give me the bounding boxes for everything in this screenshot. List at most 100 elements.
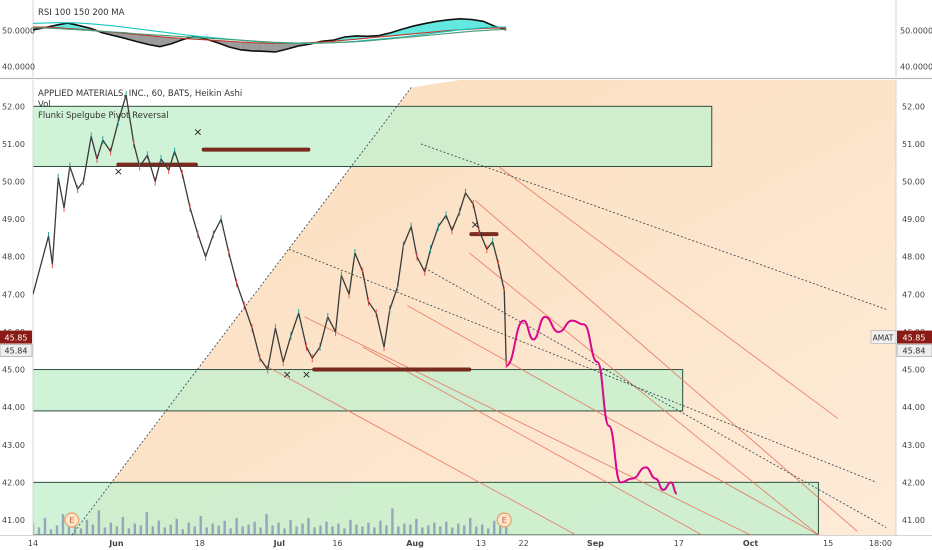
volume-bar — [217, 525, 220, 535]
price-segment — [451, 211, 461, 231]
volume-bar — [307, 517, 310, 535]
pitchfork-line — [498, 166, 839, 419]
price-segment — [197, 233, 207, 257]
price-segment — [424, 249, 432, 272]
price-segment — [491, 241, 500, 265]
price-tick-left: 43.00 — [2, 441, 25, 450]
price-segment — [57, 177, 65, 208]
last-price-value-right-2: 45.84 — [903, 347, 926, 356]
volume-bar — [439, 526, 442, 535]
volume-bar — [103, 527, 107, 535]
volume-bar — [355, 524, 358, 535]
volume-bar — [367, 522, 370, 535]
earnings-label: E — [69, 516, 74, 525]
rsi-series-line — [33, 27, 507, 44]
pitchfork-line — [304, 316, 751, 535]
price-segment — [102, 139, 112, 152]
volume-bar — [33, 523, 35, 535]
price-tick-right: 51.00 — [902, 140, 925, 149]
rsi-band-segment — [436, 19, 449, 32]
volume-bar — [295, 526, 298, 535]
volume-bar — [169, 524, 172, 535]
rsi-band-segment — [240, 42, 253, 51]
support-resistance-zone — [33, 481, 819, 535]
price-tick-right: 49.00 — [902, 215, 925, 224]
price-segment — [464, 192, 474, 205]
volume-bar — [325, 521, 328, 535]
volume-bar — [253, 521, 256, 535]
price-segment — [396, 245, 405, 287]
price-segment — [362, 271, 370, 302]
price-segment — [274, 328, 284, 363]
volume-bar — [504, 523, 508, 535]
price-segment — [340, 275, 350, 295]
volume-bar — [61, 514, 65, 535]
price-segment — [236, 282, 246, 306]
volume-bar — [163, 527, 166, 535]
rsi-band-segment — [67, 23, 80, 30]
volume-bar — [157, 520, 160, 535]
price-segment — [459, 192, 467, 212]
volume-bar — [481, 524, 484, 535]
volume-bar — [457, 523, 460, 535]
volume-bar — [313, 527, 316, 535]
rsi-y-tick-right: 40.0000 — [900, 62, 932, 71]
price-segment — [410, 226, 418, 257]
price-segment — [367, 301, 377, 314]
volume-bar — [205, 527, 208, 535]
price-segment — [133, 143, 141, 167]
time-tick: Aug — [406, 539, 424, 548]
price-segment — [109, 121, 119, 152]
volume-bar — [127, 528, 131, 535]
price-segment — [429, 226, 439, 250]
price-segment — [354, 252, 364, 273]
price-tick-left: 41.00 — [2, 516, 25, 525]
rsi-band-segment — [402, 25, 414, 35]
pivot-marker: × — [114, 165, 123, 178]
price-tick-right: 44.00 — [902, 403, 925, 412]
price-segment — [117, 94, 127, 122]
volume-bar — [391, 508, 394, 535]
time-tick: 14 — [28, 539, 38, 548]
price-segment — [472, 203, 480, 231]
symbol-label: AMAT — [873, 334, 894, 343]
price-segment — [77, 181, 84, 190]
rsi-band-segment — [148, 35, 160, 47]
price-segment — [334, 275, 342, 333]
time-tick: 17 — [674, 539, 684, 548]
price-tick-right: 52.00 — [902, 102, 925, 111]
volume-bar — [493, 520, 496, 535]
price-tick-left: 44.00 — [2, 403, 25, 412]
rsi-band-segment — [471, 19, 484, 30]
price-tick-left: 45.00 — [2, 366, 25, 375]
volume-bar — [211, 523, 214, 535]
price-segment — [220, 218, 230, 254]
rsi-series-line — [33, 17, 507, 53]
volume-bar — [361, 526, 364, 535]
rsi-band-segment — [425, 21, 437, 33]
price-segment — [267, 328, 277, 370]
price-tick-right: 43.00 — [902, 441, 925, 450]
volume-bar — [397, 526, 400, 535]
volume-bar — [109, 522, 113, 535]
rsi-band-segment — [263, 43, 276, 52]
price-segment — [228, 252, 238, 284]
time-tick: 22 — [519, 539, 529, 548]
time-tick: Jun — [108, 539, 124, 548]
volume-bar — [43, 517, 47, 535]
price-segment — [282, 335, 292, 363]
price-segment — [383, 309, 391, 348]
volume-bar — [469, 517, 472, 535]
time-tick: 18:00 — [869, 539, 892, 548]
price-segment — [437, 215, 447, 228]
pivot-marker: × — [282, 368, 291, 381]
volume-bar — [385, 525, 388, 535]
price-segment — [402, 226, 412, 246]
volume-bar — [97, 510, 101, 535]
volume-bar — [421, 527, 424, 535]
price-segment — [125, 94, 135, 145]
volume-bar — [331, 526, 334, 535]
time-tick: 16 — [332, 539, 342, 548]
